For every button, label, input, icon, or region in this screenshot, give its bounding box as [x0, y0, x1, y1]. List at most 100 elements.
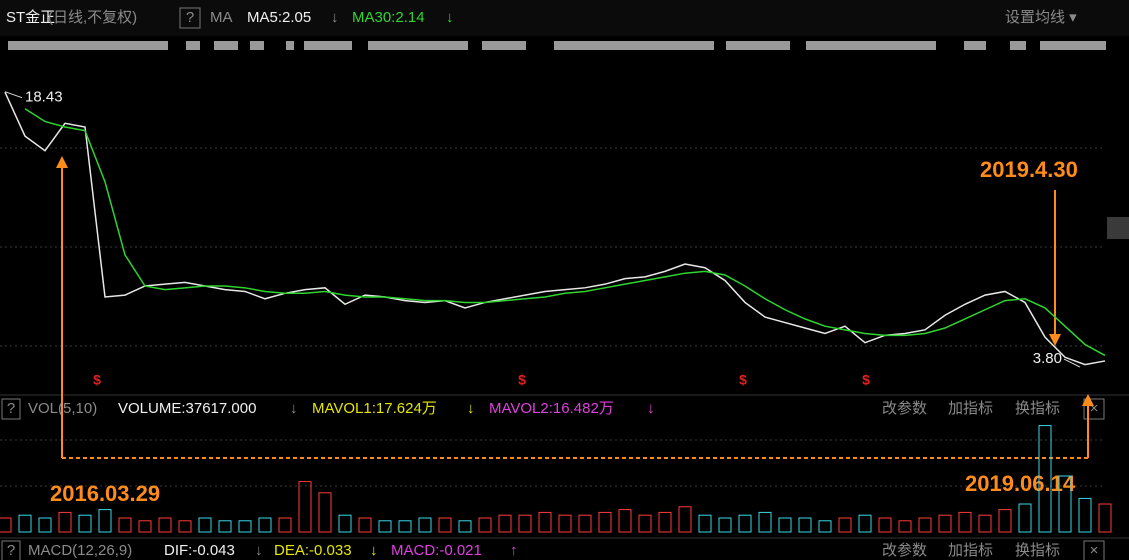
button[interactable]: 换指标	[1015, 542, 1060, 559]
dif: DIF:-0.043	[164, 542, 235, 559]
volume-bar	[718, 517, 732, 533]
price-line	[24, 108, 1106, 357]
arrow: ↓	[331, 9, 339, 26]
close[interactable]: ×	[1090, 400, 1099, 417]
volume-bar	[1098, 503, 1112, 533]
volume-bar	[1038, 425, 1052, 533]
volume: VOLUME:37617.000	[118, 400, 256, 417]
event-marker: $	[739, 372, 747, 388]
help-box[interactable]	[1, 398, 21, 420]
volume-bar	[478, 517, 492, 533]
volume-bar	[38, 517, 52, 533]
volume-bar	[1018, 503, 1032, 533]
header-bg	[0, 0, 1129, 36]
stock-name: ST金正	[6, 9, 55, 26]
high-pointer	[4, 91, 23, 99]
arrow: ↓	[647, 400, 655, 417]
volume-bar	[658, 511, 672, 533]
mode: (日线,不复权)	[48, 8, 137, 26]
ma-label: MA	[210, 9, 233, 26]
volume-bar	[1078, 497, 1092, 533]
help-box[interactable]	[179, 7, 201, 29]
button[interactable]: 换指标	[1015, 400, 1060, 417]
ma30: MA30:2.14	[352, 9, 425, 26]
mavol2: MAVOL2:16.482万	[489, 400, 614, 417]
obscured-row	[8, 41, 1106, 50]
volume-bar	[178, 520, 192, 533]
button[interactable]: 改参数	[882, 542, 927, 559]
volume-bar	[398, 520, 412, 533]
volume-bar	[778, 517, 792, 533]
event-marker: $	[862, 372, 870, 388]
volume-bar	[558, 514, 572, 533]
arrow: ↑	[510, 542, 518, 559]
volume-bar	[858, 514, 872, 533]
volume-bar	[758, 511, 772, 533]
scrollbar[interactable]	[1107, 217, 1129, 239]
arrow: ↓	[370, 542, 378, 559]
volume-bar	[0, 517, 12, 533]
annotation-arrows	[56, 156, 1094, 459]
volume-bar	[338, 514, 352, 533]
low-pointer	[1063, 358, 1081, 368]
help[interactable]: ?	[7, 542, 15, 559]
high-label: 18.43	[25, 89, 63, 106]
low-label: 3.80	[1033, 350, 1062, 367]
volume-bar	[878, 517, 892, 533]
volume-bar	[98, 509, 112, 533]
settings[interactable]: 设置均线 ▾	[1005, 9, 1077, 26]
volume-bar	[618, 509, 632, 533]
volume-bar	[198, 517, 212, 533]
arrow: ↓	[290, 400, 298, 417]
volume-bar	[958, 511, 972, 533]
volume-bar	[58, 511, 72, 533]
volume-bar	[498, 514, 512, 533]
help[interactable]: ?	[7, 400, 15, 417]
arrow: ↓	[255, 542, 263, 559]
close[interactable]: ×	[1090, 542, 1099, 559]
volume-bar	[318, 492, 332, 533]
help[interactable]: ?	[186, 9, 194, 26]
button[interactable]: 加指标	[948, 400, 993, 417]
annotation: 2019.06.14	[965, 471, 1076, 496]
volume-bar	[638, 514, 652, 533]
volume-bar	[438, 517, 452, 533]
volume-bar	[698, 514, 712, 533]
volume-bar	[978, 514, 992, 533]
volume-bar	[278, 517, 292, 533]
event-marker: $	[93, 372, 101, 388]
volume-bar	[118, 517, 132, 533]
volume-bar	[158, 517, 172, 533]
volume-bar	[678, 506, 692, 533]
volume-bar	[1058, 475, 1072, 533]
volume-bar	[838, 517, 852, 533]
volume-bar	[518, 514, 532, 533]
volume-bar	[218, 520, 232, 533]
event-marker: $	[518, 372, 526, 388]
volume-bar	[378, 520, 392, 533]
close-box[interactable]	[1083, 540, 1105, 560]
volume-bar	[138, 520, 152, 533]
button[interactable]: 改参数	[882, 400, 927, 417]
volume-bar	[578, 514, 592, 533]
price-line	[4, 91, 1106, 366]
close-box[interactable]	[1083, 398, 1105, 420]
volume-bar	[358, 517, 372, 533]
macd: MACD:-0.021	[391, 542, 482, 559]
volume-bar	[798, 517, 812, 533]
macd-label: MACD(12,26,9)	[28, 542, 132, 559]
volume-bar	[818, 520, 832, 533]
volume-bar	[258, 517, 272, 533]
volume-bar	[78, 514, 92, 533]
volume-bar	[238, 520, 252, 533]
mavol1: MAVOL1:17.624万	[312, 400, 437, 417]
help-box[interactable]	[1, 540, 21, 560]
volume-bar	[898, 520, 912, 533]
button[interactable]: 加指标	[948, 542, 993, 559]
volume-bar	[938, 514, 952, 533]
volume-bar	[598, 511, 612, 533]
volume-bar	[538, 511, 552, 533]
volume-bar	[738, 514, 752, 533]
volume-bar	[298, 481, 312, 533]
ma5: MA5:2.05	[247, 9, 311, 26]
